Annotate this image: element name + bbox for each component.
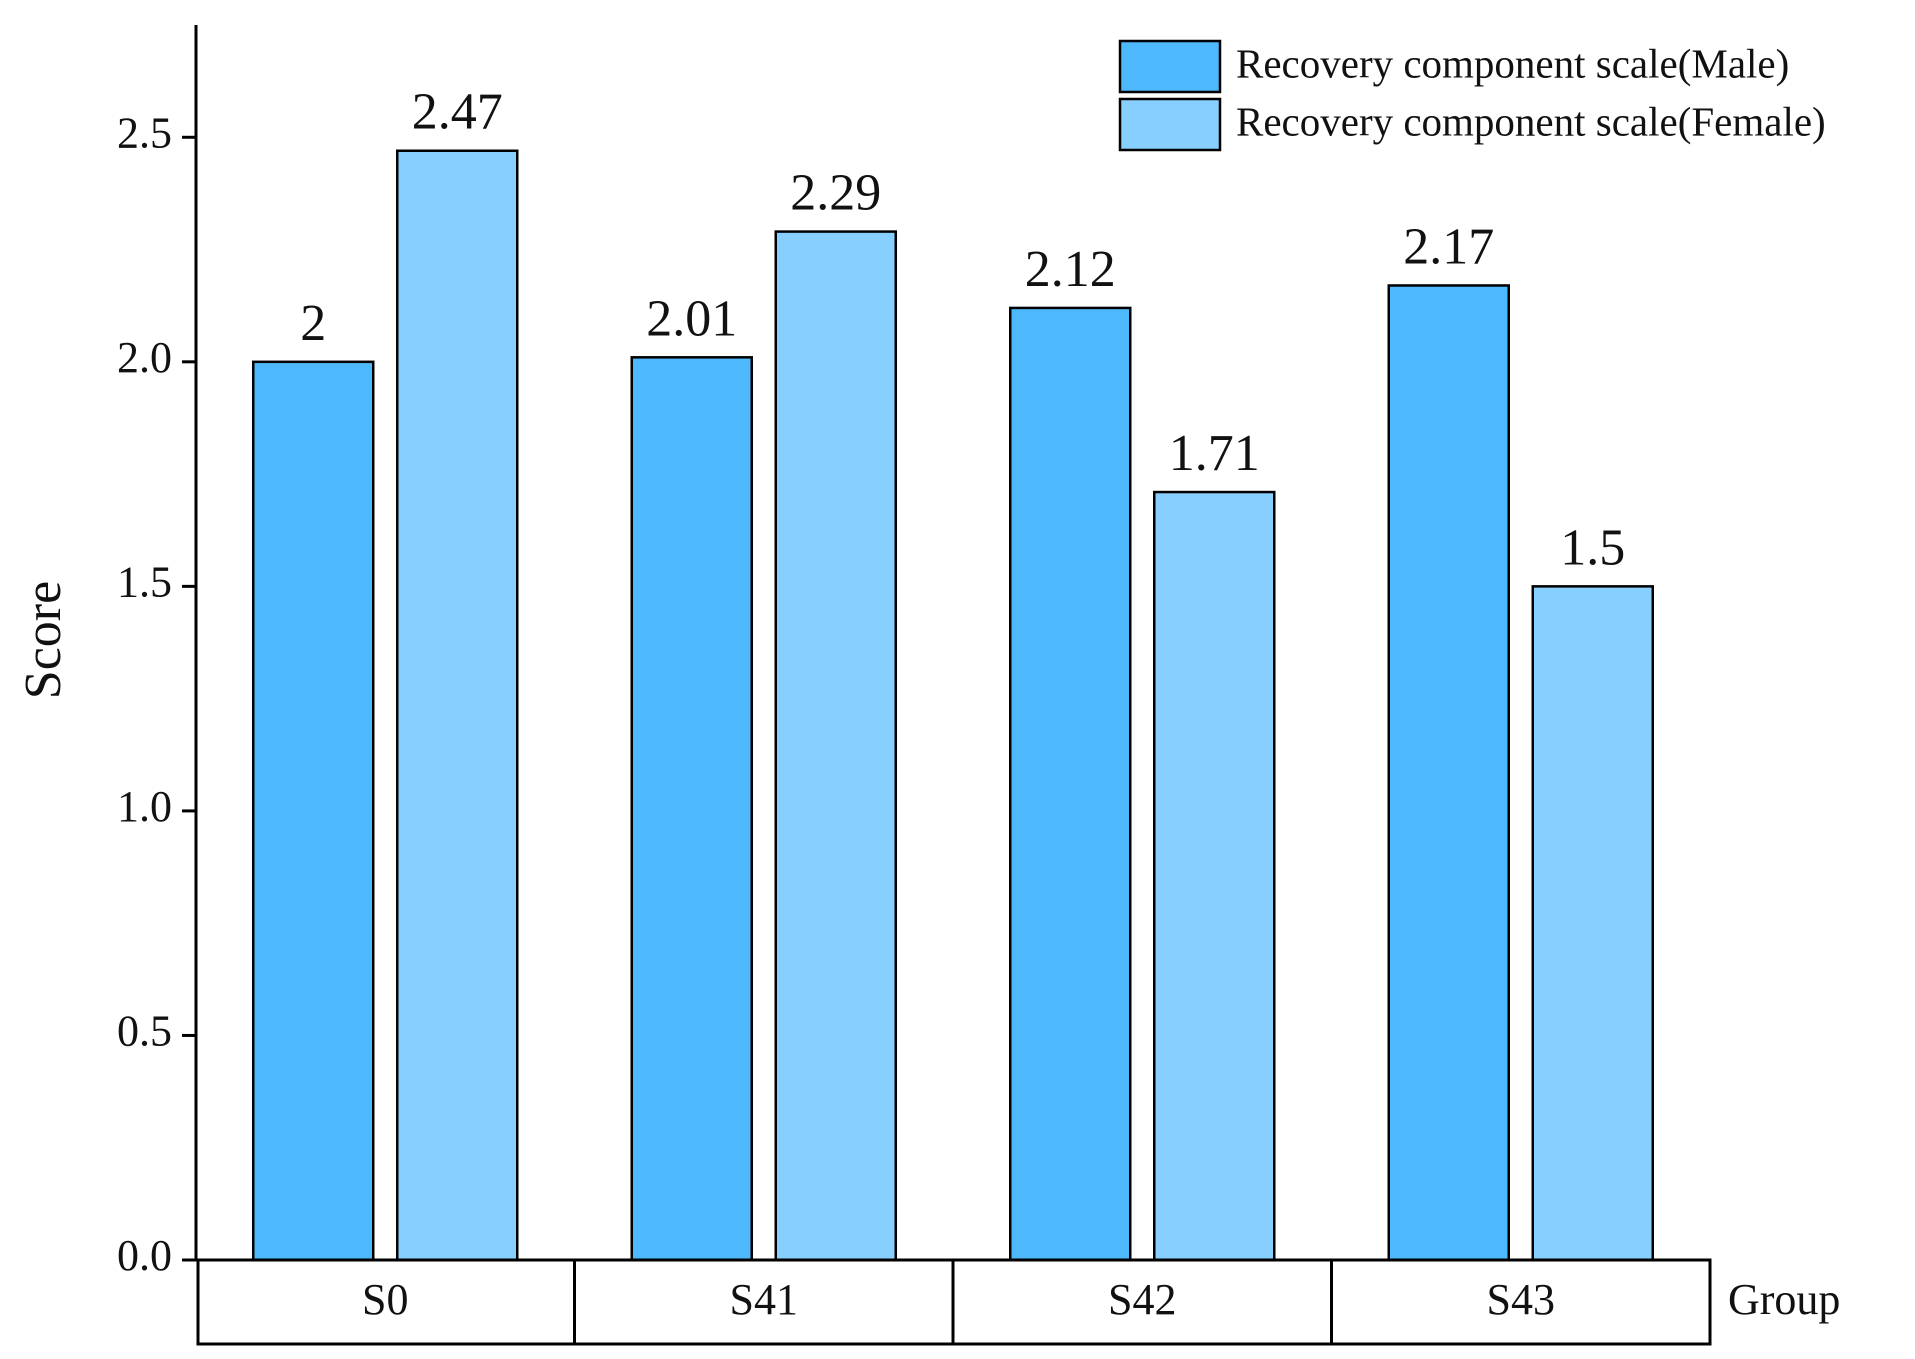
data-label: 2 [300, 295, 326, 352]
y-tick-label: 2.0 [117, 333, 172, 382]
bar [774, 230, 897, 1262]
y-tick-label: 0.0 [117, 1231, 172, 1280]
y-tick-label: 1.5 [117, 557, 172, 606]
data-label: 2.12 [1025, 241, 1116, 298]
data-label: 2.17 [1403, 218, 1494, 275]
x-tick-label: S42 [1108, 1275, 1176, 1324]
legend-label: Recovery component scale(Male) [1236, 40, 1789, 86]
x-tick-label: S43 [1487, 1275, 1555, 1324]
data-label: 2.47 [412, 84, 503, 141]
x-axis-label: Group [1728, 1275, 1840, 1324]
legend-swatch [1118, 97, 1222, 152]
legend-label: Recovery component scale(Female) [1236, 98, 1826, 144]
y-axis-label: Score [15, 581, 72, 699]
data-label: 1.71 [1169, 425, 1260, 482]
bar [1009, 306, 1132, 1262]
x-tick-label: S0 [362, 1275, 408, 1324]
bar [252, 360, 375, 1262]
legend-swatch [1118, 39, 1222, 94]
y-tick-label: 2.5 [117, 108, 172, 157]
y-tick-label: 0.5 [117, 1007, 172, 1056]
bar [1531, 585, 1654, 1262]
data-label: 1.5 [1560, 519, 1625, 576]
bar [1387, 284, 1510, 1262]
y-tick-label: 1.0 [117, 782, 172, 831]
bar [396, 149, 519, 1262]
bar [630, 356, 753, 1262]
data-label: 2.29 [790, 165, 881, 222]
x-tick-label: S41 [730, 1275, 798, 1324]
bar [1153, 490, 1276, 1262]
data-label: 2.01 [646, 290, 737, 347]
